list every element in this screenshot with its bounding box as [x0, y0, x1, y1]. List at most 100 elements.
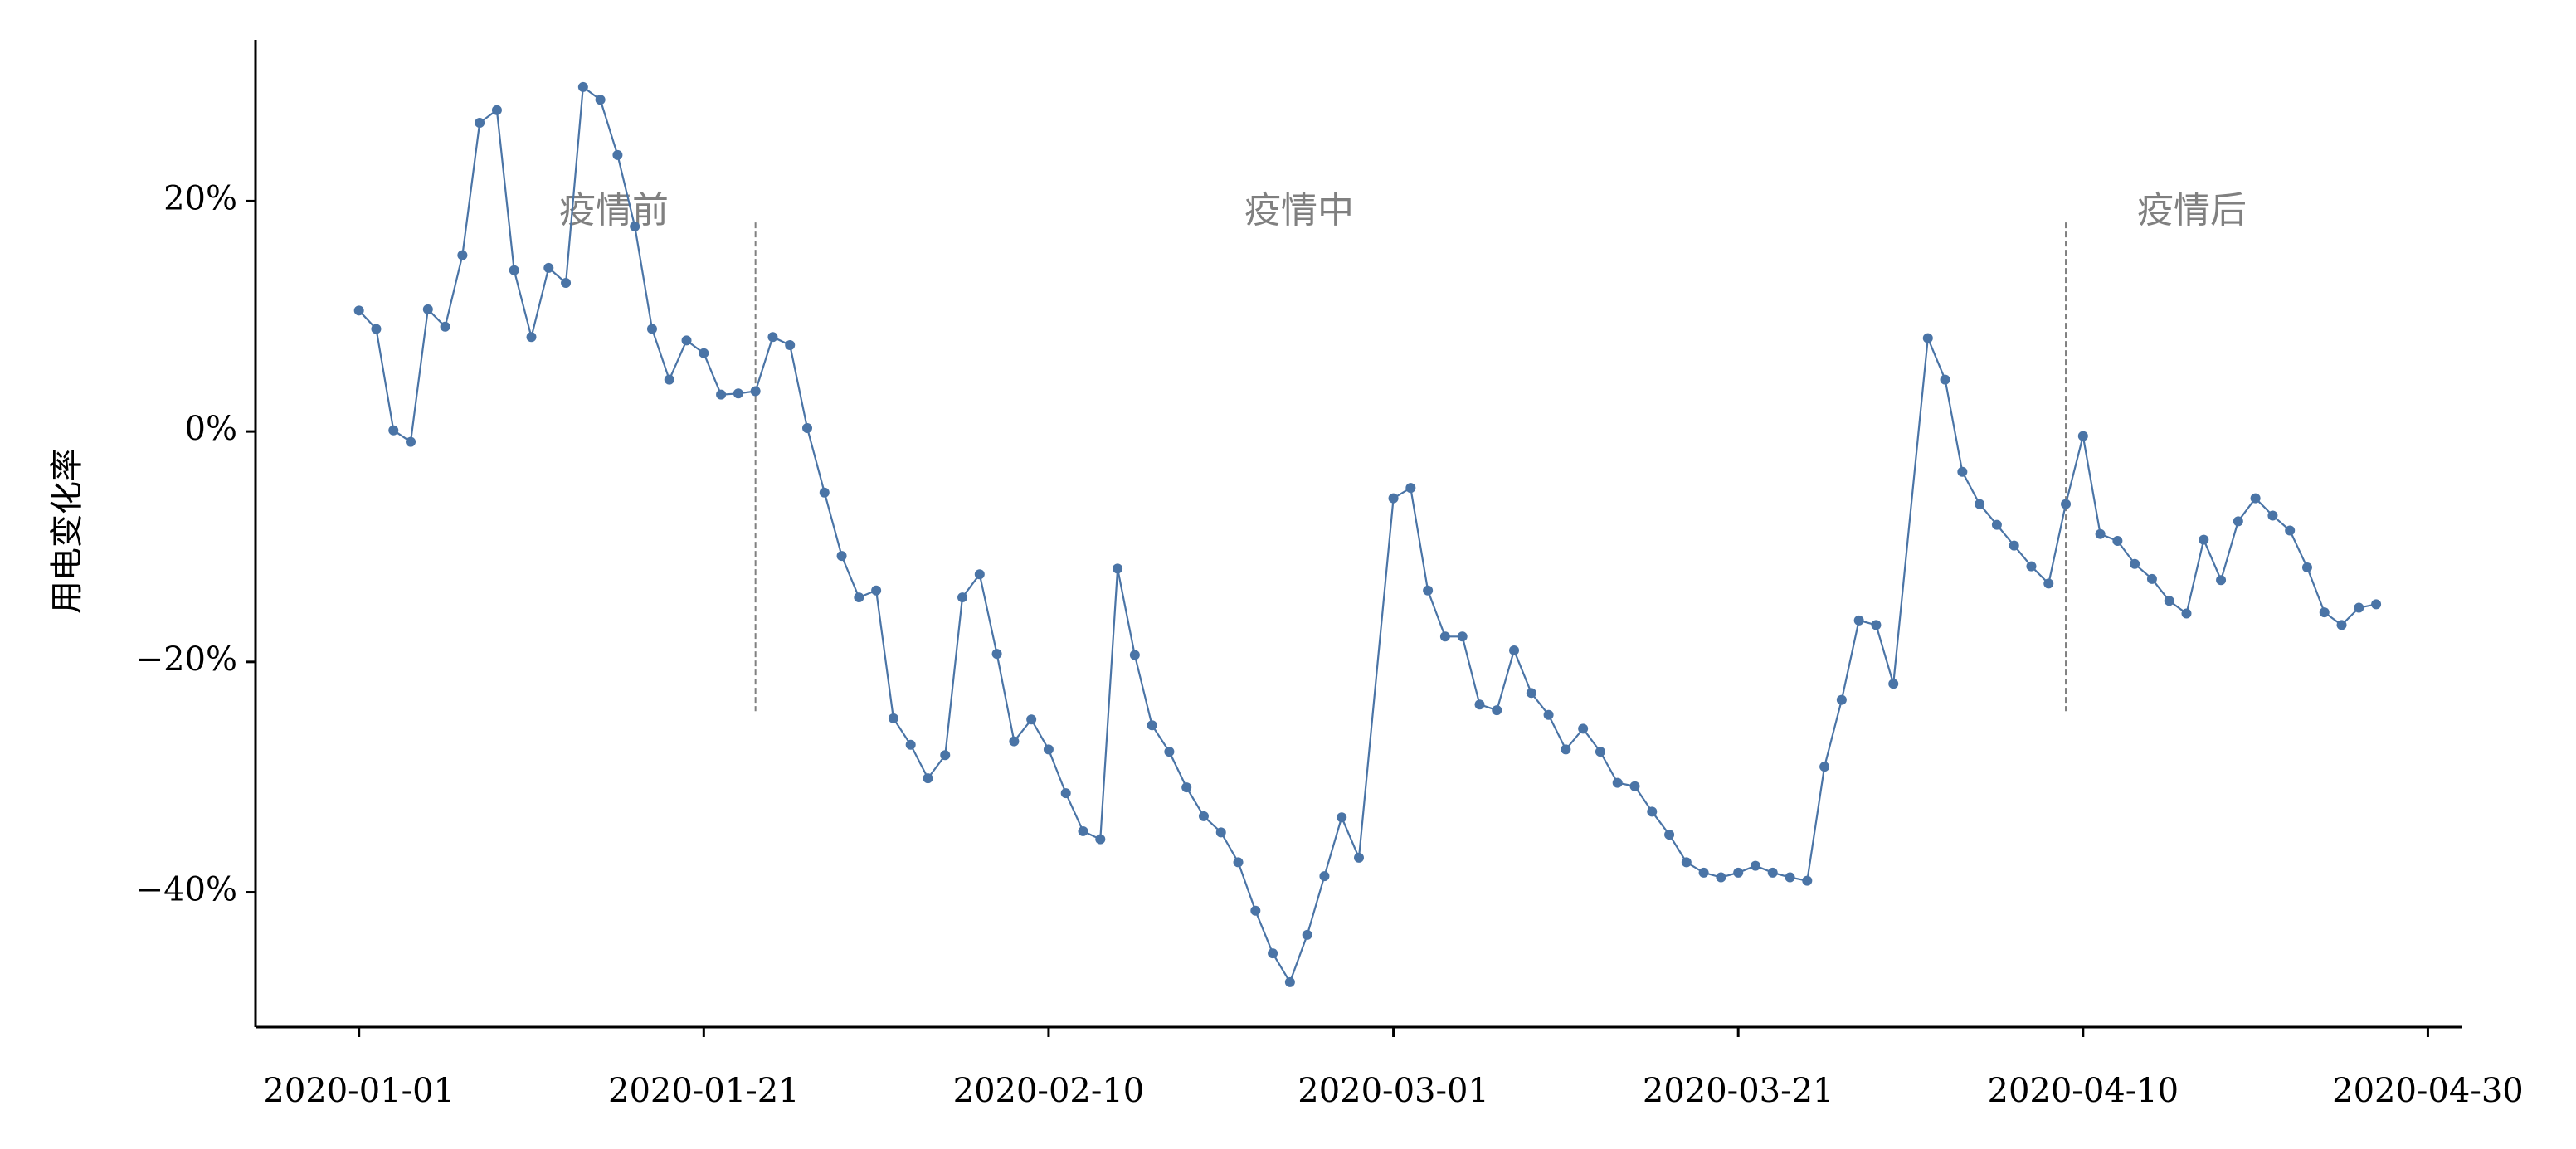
data-point: [440, 321, 450, 332]
data-point: [1802, 875, 1813, 886]
data-point: [2371, 599, 2382, 610]
data-point: [1526, 688, 1536, 699]
data-point: [2301, 562, 2312, 572]
x-tick-label: 2020-01-01: [263, 1072, 455, 1110]
data-point: [2026, 561, 2037, 572]
data-point: [630, 221, 640, 231]
data-point: [1388, 493, 1399, 504]
data-point: [1750, 860, 1760, 871]
data-point: [1509, 645, 1520, 655]
data-point: [526, 332, 537, 343]
data-point: [905, 739, 916, 750]
data-point: [1957, 466, 1968, 477]
data-point: [388, 425, 399, 436]
data-point: [1181, 782, 1192, 793]
data-point: [1836, 694, 1847, 705]
data-point: [785, 339, 796, 350]
data-point: [2095, 528, 2106, 539]
data-point: [1457, 631, 1468, 642]
data-point: [646, 324, 657, 334]
data-point: [2009, 540, 2019, 551]
data-point: [854, 592, 864, 603]
data-point: [509, 265, 519, 275]
data-point: [1233, 857, 1244, 868]
data-point: [561, 277, 572, 288]
data-point: [888, 713, 898, 723]
data-point: [1284, 976, 1295, 987]
data-point: [1578, 723, 1589, 734]
data-point: [1871, 620, 1882, 630]
data-point: [1423, 585, 1434, 596]
data-point: [819, 487, 830, 498]
data-point: [1215, 827, 1226, 838]
data-point: [2043, 578, 2054, 589]
phase-label: 疫情中: [1244, 189, 1354, 231]
data-point: [1975, 499, 1985, 509]
data-point: [1060, 788, 1071, 799]
data-point: [940, 750, 951, 761]
data-point: [1664, 830, 1675, 840]
data-point: [1612, 777, 1623, 788]
data-point: [871, 585, 882, 596]
data-point: [1319, 871, 1330, 882]
data-point: [1647, 806, 1658, 817]
data-point: [1198, 811, 1209, 821]
data-point: [1492, 705, 1502, 716]
data-point: [422, 304, 433, 314]
data-point: [1113, 563, 1123, 574]
data-point: [2130, 558, 2140, 569]
data-point: [957, 592, 968, 603]
data-point: [2061, 499, 2072, 509]
data-point: [1095, 834, 1106, 845]
data-point: [1250, 905, 1261, 916]
data-point: [1888, 679, 1899, 689]
y-tick-label: 0%: [185, 410, 237, 448]
x-tick-label: 2020-03-21: [1643, 1072, 1834, 1110]
data-point: [802, 422, 812, 433]
data-point: [1268, 948, 1278, 959]
data-point: [2250, 493, 2261, 504]
data-point: [1733, 867, 1744, 878]
x-tick-label: 2020-02-10: [953, 1072, 1145, 1110]
data-point: [1698, 867, 1709, 878]
data-point: [750, 386, 761, 397]
data-point: [491, 105, 502, 115]
data-point: [716, 389, 727, 400]
data-point: [595, 95, 606, 105]
data-point: [1354, 852, 1364, 863]
data-point: [612, 149, 623, 160]
data-point: [1474, 699, 1485, 710]
data-point: [836, 551, 847, 562]
data-point: [1129, 650, 1140, 660]
data-point: [2164, 596, 2174, 606]
data-point: [543, 262, 554, 273]
data-point: [1439, 631, 1450, 642]
data-point: [1405, 483, 1416, 494]
data-point: [733, 388, 743, 399]
data-point: [991, 649, 1002, 660]
y-tick-label: −40%: [136, 871, 237, 909]
data-point: [1716, 872, 1726, 883]
data-point: [2354, 602, 2364, 613]
data-point: [699, 348, 709, 358]
data-point: [1164, 747, 1175, 757]
data-point: [1940, 374, 1950, 385]
data-point: [353, 305, 364, 316]
data-point: [1853, 615, 1864, 626]
y-tick-label: 20%: [163, 179, 237, 217]
y-axis-label: 用电变化率: [48, 448, 86, 614]
data-point: [1922, 333, 1933, 343]
data-point: [475, 117, 485, 128]
data-point: [2319, 607, 2330, 618]
data-point: [681, 335, 692, 346]
data-point: [457, 250, 468, 260]
data-point: [1009, 736, 1020, 747]
data-point: [2233, 516, 2243, 527]
data-point: [2216, 575, 2227, 586]
data-point: [1543, 709, 1554, 720]
data-point: [1785, 872, 1795, 883]
x-tick-label: 2020-01-21: [608, 1072, 800, 1110]
data-point: [1302, 929, 1312, 940]
data-point: [2267, 510, 2278, 521]
